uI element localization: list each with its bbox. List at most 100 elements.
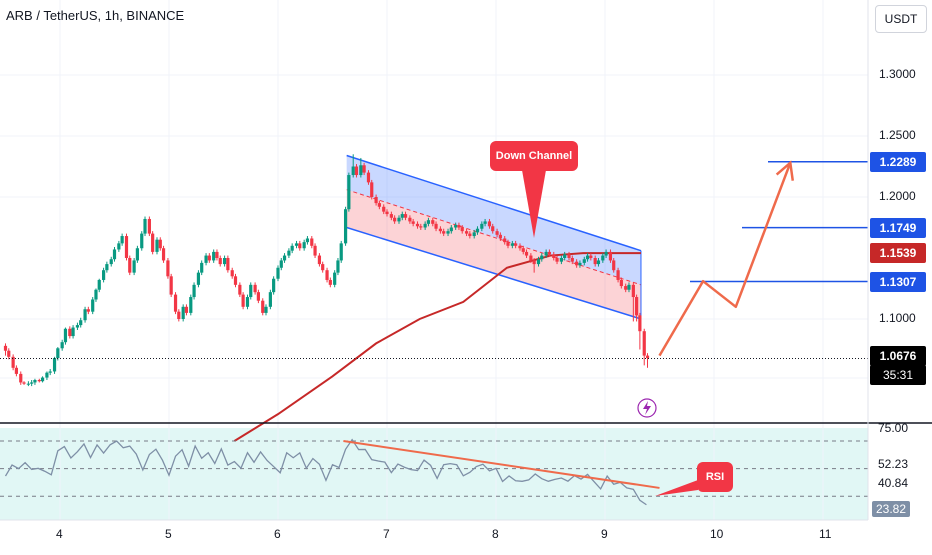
candle-body xyxy=(233,276,238,285)
channel-mid-line xyxy=(346,189,642,286)
projection-path xyxy=(658,162,792,357)
candle-body xyxy=(313,245,317,256)
candle-body xyxy=(529,255,533,261)
candle-body xyxy=(498,234,502,239)
candle-body xyxy=(540,255,544,260)
candle-body xyxy=(491,226,495,232)
candle-body xyxy=(268,292,272,307)
candle-body xyxy=(45,372,49,378)
candle-body xyxy=(400,214,404,218)
candle-body xyxy=(86,309,90,312)
candle-body xyxy=(14,367,18,374)
candle-body xyxy=(333,272,337,285)
candle-body xyxy=(645,355,650,359)
x-tick-label: 7 xyxy=(383,527,390,541)
candle-body xyxy=(264,306,268,313)
candle-body xyxy=(608,251,613,261)
candle-body xyxy=(411,221,415,224)
candle-body xyxy=(245,297,250,307)
candle-body xyxy=(91,299,95,312)
candle-body xyxy=(434,223,438,229)
candle-body xyxy=(200,262,204,273)
candle-body xyxy=(385,211,389,215)
candle-body xyxy=(339,243,343,261)
candle-body xyxy=(68,328,72,337)
candle-body xyxy=(468,233,472,237)
candle-body xyxy=(464,231,469,234)
candle-body xyxy=(524,251,529,256)
candle-body xyxy=(547,251,552,255)
candle-body xyxy=(222,258,227,265)
candle-body xyxy=(397,217,401,222)
candle-body xyxy=(359,165,363,176)
candle-body xyxy=(616,270,620,280)
x-tick-label: 10 xyxy=(710,527,724,541)
candle-body xyxy=(33,380,37,383)
candle-body xyxy=(510,243,514,246)
candle-body xyxy=(169,276,173,295)
candle-body xyxy=(563,254,567,258)
candle-body xyxy=(147,218,151,234)
candle-body xyxy=(366,172,371,183)
candle-body xyxy=(97,279,101,290)
price-tick-label: 1.3000 xyxy=(879,67,916,81)
candle-body xyxy=(287,250,291,256)
candle-body xyxy=(575,261,579,266)
price-level-tag: 1.1307 xyxy=(870,271,926,292)
candle-body xyxy=(506,242,510,246)
candle-body xyxy=(48,371,52,373)
candle-body xyxy=(310,238,314,246)
candle-body xyxy=(483,221,487,224)
price-tick-label: 1.2000 xyxy=(879,189,916,203)
candle-body xyxy=(207,255,211,261)
price-level-tag: 1.1539 xyxy=(870,243,926,264)
candle-body xyxy=(593,258,597,265)
candle-body xyxy=(120,236,124,244)
candle-body xyxy=(336,260,340,273)
candle-body xyxy=(128,258,132,273)
candle-body xyxy=(52,358,57,372)
candle-body xyxy=(135,248,139,261)
candle-body xyxy=(536,259,541,265)
candle-body xyxy=(544,251,548,256)
candle-body xyxy=(282,255,287,261)
candle-body xyxy=(325,270,329,280)
candle-body xyxy=(196,272,201,285)
candle-body xyxy=(56,348,60,359)
x-tick-label: 11 xyxy=(819,527,832,541)
rsi-tick-label: 75.00 xyxy=(878,421,909,435)
candle-body xyxy=(249,284,253,298)
candle-body xyxy=(328,279,332,285)
candle-body xyxy=(158,239,162,249)
candle-body xyxy=(215,251,219,258)
currency-button[interactable]: USDT xyxy=(875,5,927,33)
last-price-tag: 1.0676 xyxy=(870,346,926,366)
candle-body xyxy=(514,243,518,246)
candle-body xyxy=(60,342,64,349)
candle-body xyxy=(351,166,355,176)
candle-body xyxy=(253,284,257,293)
candle-body xyxy=(347,175,351,210)
candle-body xyxy=(518,245,522,249)
down-channel-callout: Down Channel xyxy=(490,141,578,171)
candle-body xyxy=(261,300,265,313)
candle-body xyxy=(302,242,306,249)
rsi-trendline xyxy=(343,440,660,489)
candle-body xyxy=(446,231,450,234)
candle-body xyxy=(377,203,381,207)
candle-body xyxy=(487,221,492,227)
candle-body xyxy=(3,345,8,351)
candle-body xyxy=(638,315,642,332)
candle-body xyxy=(627,284,631,290)
channel-upper-fill xyxy=(346,155,641,285)
candle-body xyxy=(612,260,616,271)
candle-body xyxy=(75,325,80,328)
candle-body xyxy=(102,270,106,280)
x-tick-label: 8 xyxy=(492,527,499,541)
candle-body xyxy=(241,294,245,307)
candle-body xyxy=(117,243,121,250)
candle-body xyxy=(7,350,11,357)
candle-body xyxy=(624,286,628,290)
